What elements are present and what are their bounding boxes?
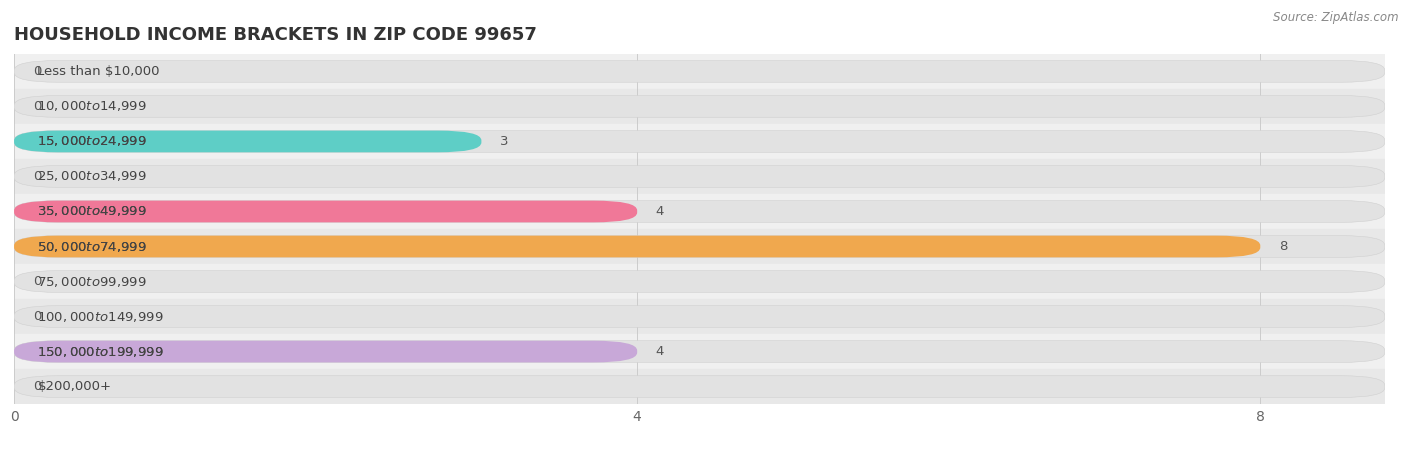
- Text: $15,000 to $24,999: $15,000 to $24,999: [38, 134, 148, 149]
- Bar: [14, 369, 1385, 404]
- Text: 4: 4: [655, 205, 664, 218]
- Text: $200,000+: $200,000+: [38, 380, 111, 393]
- Bar: [14, 54, 1385, 89]
- Text: $150,000 to $199,999: $150,000 to $199,999: [38, 344, 165, 359]
- Bar: [14, 159, 1385, 194]
- Text: $50,000 to $74,999: $50,000 to $74,999: [38, 239, 148, 254]
- FancyBboxPatch shape: [14, 236, 1385, 257]
- FancyBboxPatch shape: [14, 131, 1385, 152]
- FancyBboxPatch shape: [14, 341, 637, 362]
- Text: 0: 0: [32, 275, 41, 288]
- Text: $25,000 to $34,999: $25,000 to $34,999: [38, 169, 148, 184]
- Bar: [14, 194, 1385, 229]
- FancyBboxPatch shape: [14, 306, 1385, 327]
- Text: Source: ZipAtlas.com: Source: ZipAtlas.com: [1274, 11, 1399, 24]
- Text: 0: 0: [32, 380, 41, 393]
- Bar: [14, 299, 1385, 334]
- Text: $100,000 to $149,999: $100,000 to $149,999: [38, 309, 165, 324]
- FancyBboxPatch shape: [14, 341, 1385, 362]
- Text: Less than $10,000: Less than $10,000: [38, 65, 160, 78]
- Text: 0: 0: [32, 170, 41, 183]
- Bar: [14, 229, 1385, 264]
- FancyBboxPatch shape: [14, 376, 1385, 397]
- Bar: [14, 124, 1385, 159]
- FancyBboxPatch shape: [14, 201, 1385, 222]
- FancyBboxPatch shape: [14, 271, 1385, 292]
- FancyBboxPatch shape: [14, 96, 1385, 117]
- Text: $75,000 to $99,999: $75,000 to $99,999: [38, 274, 148, 289]
- Bar: [14, 334, 1385, 369]
- Text: $150,000 to $199,999: $150,000 to $199,999: [38, 344, 165, 359]
- Text: $35,000 to $49,999: $35,000 to $49,999: [38, 204, 148, 219]
- Bar: [14, 89, 1385, 124]
- Text: HOUSEHOLD INCOME BRACKETS IN ZIP CODE 99657: HOUSEHOLD INCOME BRACKETS IN ZIP CODE 99…: [14, 26, 537, 44]
- Bar: [14, 264, 1385, 299]
- Text: 0: 0: [32, 65, 41, 78]
- Text: 3: 3: [501, 135, 509, 148]
- Text: 0: 0: [32, 310, 41, 323]
- FancyBboxPatch shape: [14, 131, 481, 152]
- FancyBboxPatch shape: [14, 166, 1385, 187]
- Text: 4: 4: [655, 345, 664, 358]
- Text: $10,000 to $14,999: $10,000 to $14,999: [38, 99, 148, 114]
- Text: 8: 8: [1279, 240, 1288, 253]
- FancyBboxPatch shape: [14, 201, 637, 222]
- Text: $35,000 to $49,999: $35,000 to $49,999: [38, 204, 148, 219]
- Text: 0: 0: [32, 100, 41, 113]
- Text: $15,000 to $24,999: $15,000 to $24,999: [38, 134, 148, 149]
- Text: $50,000 to $74,999: $50,000 to $74,999: [38, 239, 148, 254]
- FancyBboxPatch shape: [14, 61, 1385, 82]
- FancyBboxPatch shape: [14, 236, 1260, 257]
